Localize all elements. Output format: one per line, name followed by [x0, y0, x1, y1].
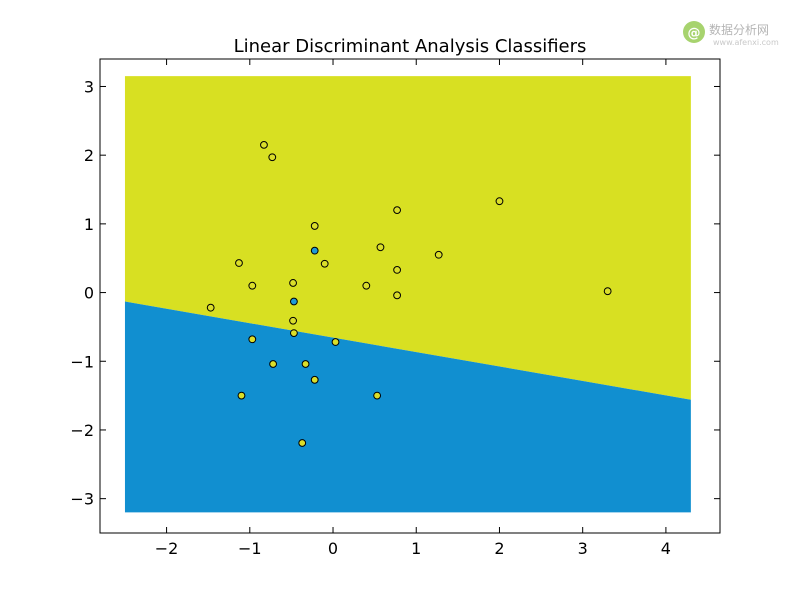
- lower-class-region: [124, 301, 691, 513]
- data-point: [320, 259, 329, 268]
- data-point: [289, 279, 297, 287]
- x-tick-label: −1: [238, 539, 262, 558]
- data-point: [362, 281, 371, 290]
- data-point: [269, 360, 278, 368]
- y-tick-label: −3: [70, 490, 94, 509]
- watermark-symbol: @: [688, 26, 701, 41]
- y-tick-label: 3: [84, 77, 94, 96]
- data-point: [298, 439, 307, 447]
- data-point: [310, 222, 319, 230]
- data-point: [301, 360, 310, 368]
- data-point: [290, 329, 298, 337]
- data-point: [290, 297, 298, 306]
- data-point: [310, 246, 319, 255]
- watermark: @ 数据分析网 www.afenxi.com: [683, 21, 779, 47]
- data-point: [248, 335, 257, 344]
- y-tick-label: 1: [84, 215, 94, 234]
- x-tick-label: 0: [328, 539, 338, 558]
- axes: −2 −1 0 1 2 3 4 −3 −2 −1 0 1 2 3: [70, 58, 721, 558]
- data-point: [393, 291, 402, 300]
- watermark-logo-icon: [683, 21, 705, 43]
- x-tick-label: −2: [155, 539, 179, 558]
- data-point: [310, 375, 319, 384]
- data-point: [495, 197, 504, 206]
- x-tick-label: 2: [494, 539, 504, 558]
- x-tick-label: 4: [661, 539, 671, 558]
- y-tick-label: 0: [84, 284, 94, 303]
- axes-frame: [99, 58, 721, 534]
- data-point: [289, 316, 297, 325]
- data-points: [206, 140, 612, 447]
- y-tick-label: 2: [84, 146, 94, 165]
- x-tick-label: 1: [411, 539, 421, 558]
- watermark-url: www.afenxi.com: [713, 38, 779, 47]
- data-point: [237, 391, 246, 400]
- data-point: [434, 250, 443, 259]
- data-point: [235, 259, 243, 267]
- data-point: [268, 153, 277, 162]
- data-point: [248, 281, 257, 290]
- y-tick-label: −1: [70, 352, 94, 371]
- data-point: [393, 206, 402, 215]
- data-point: [206, 303, 215, 312]
- decision-regions: [124, 76, 691, 513]
- data-point: [603, 287, 612, 296]
- chart-title: Linear Discriminant Analysis Classifiers: [234, 36, 587, 57]
- y-tick-label: −2: [70, 421, 94, 440]
- data-point: [260, 140, 268, 149]
- data-point: [331, 338, 340, 346]
- data-point: [373, 391, 382, 400]
- watermark-text: 数据分析网: [709, 22, 769, 37]
- data-point: [393, 265, 402, 274]
- x-tick-label: 3: [578, 539, 588, 558]
- data-point: [376, 243, 385, 252]
- upper-class-region: [124, 76, 691, 400]
